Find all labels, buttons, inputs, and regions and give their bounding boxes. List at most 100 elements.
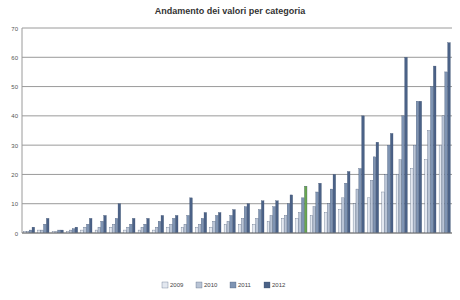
bar [227, 221, 230, 233]
bar [405, 57, 408, 233]
bar [359, 169, 362, 233]
bar [431, 87, 434, 233]
bar [367, 198, 370, 233]
bar [115, 218, 118, 233]
bar [98, 227, 101, 233]
bar [316, 192, 319, 233]
y-tick-label: 70 [11, 26, 18, 32]
bar [155, 227, 158, 233]
y-tick-label: 20 [11, 172, 18, 178]
bar [356, 189, 359, 233]
title: Andamento dei valori per categoria [155, 6, 307, 16]
bar [313, 207, 316, 233]
bar [190, 198, 193, 233]
bar [46, 218, 49, 233]
bar [213, 221, 216, 233]
bar [75, 227, 78, 233]
bar [147, 218, 150, 233]
bar [84, 227, 87, 233]
bar [104, 215, 107, 233]
bar [281, 218, 284, 233]
bar [130, 224, 133, 233]
grid-line [22, 86, 452, 87]
bar [419, 101, 422, 233]
bar [310, 215, 313, 233]
bar [296, 218, 299, 233]
grid-line [22, 115, 452, 116]
bar [201, 218, 204, 233]
bar [425, 160, 428, 233]
bar [385, 174, 388, 233]
bar [87, 224, 90, 233]
bar [319, 183, 322, 233]
bar [218, 213, 221, 234]
bar [445, 72, 448, 233]
bar [144, 224, 147, 233]
grid-line [22, 233, 452, 234]
grid-line [22, 57, 452, 58]
legend-swatch [230, 282, 236, 288]
bar [161, 215, 164, 233]
legend-swatch [162, 282, 168, 288]
bar [390, 133, 393, 233]
bar [342, 198, 345, 233]
y-tick-label: 60 [11, 55, 18, 61]
x-axis [22, 233, 452, 234]
bar [327, 204, 330, 233]
bar [89, 218, 92, 233]
bar [339, 210, 342, 233]
bar [353, 204, 356, 233]
bar [241, 218, 244, 233]
bar [32, 227, 35, 233]
legend-swatch [196, 282, 202, 288]
bar [132, 218, 135, 233]
bar [181, 227, 184, 233]
bar [158, 221, 161, 233]
bar [118, 204, 121, 233]
bar [44, 224, 47, 233]
bar [167, 227, 170, 233]
bar [233, 210, 236, 233]
bar [261, 201, 264, 233]
bar [247, 204, 250, 233]
y-tick-label: 30 [11, 143, 18, 149]
y-tick-label: 40 [11, 113, 18, 119]
y-tick-label: 50 [11, 84, 18, 90]
bar [388, 145, 391, 233]
bar [259, 210, 262, 233]
legend-label: 2012 [272, 282, 286, 288]
bar [362, 116, 365, 233]
bar [290, 195, 293, 233]
bar [244, 207, 247, 233]
bars [23, 43, 450, 233]
bar [439, 145, 442, 233]
bar [175, 215, 178, 233]
bar [382, 192, 385, 233]
bar [109, 227, 112, 233]
bar [184, 224, 187, 233]
bar [141, 227, 144, 233]
bar [333, 174, 336, 233]
y-tick-label: 10 [11, 201, 18, 207]
bar [347, 172, 350, 234]
bar [195, 227, 198, 233]
bar [370, 180, 373, 233]
bar [345, 183, 348, 233]
y-axis [22, 28, 23, 233]
bar [399, 160, 402, 233]
bar [204, 213, 207, 234]
bar [428, 131, 431, 234]
legend-swatch [264, 282, 270, 288]
bar [187, 215, 190, 233]
y-tick-label: 0 [15, 231, 19, 237]
bar [230, 215, 233, 233]
bar [410, 169, 413, 233]
bar [198, 224, 201, 233]
bar [302, 198, 305, 233]
bar [373, 157, 376, 233]
bar [216, 215, 219, 233]
bar [416, 101, 419, 233]
bar [442, 116, 445, 233]
bar [376, 142, 379, 233]
bar [253, 224, 256, 233]
